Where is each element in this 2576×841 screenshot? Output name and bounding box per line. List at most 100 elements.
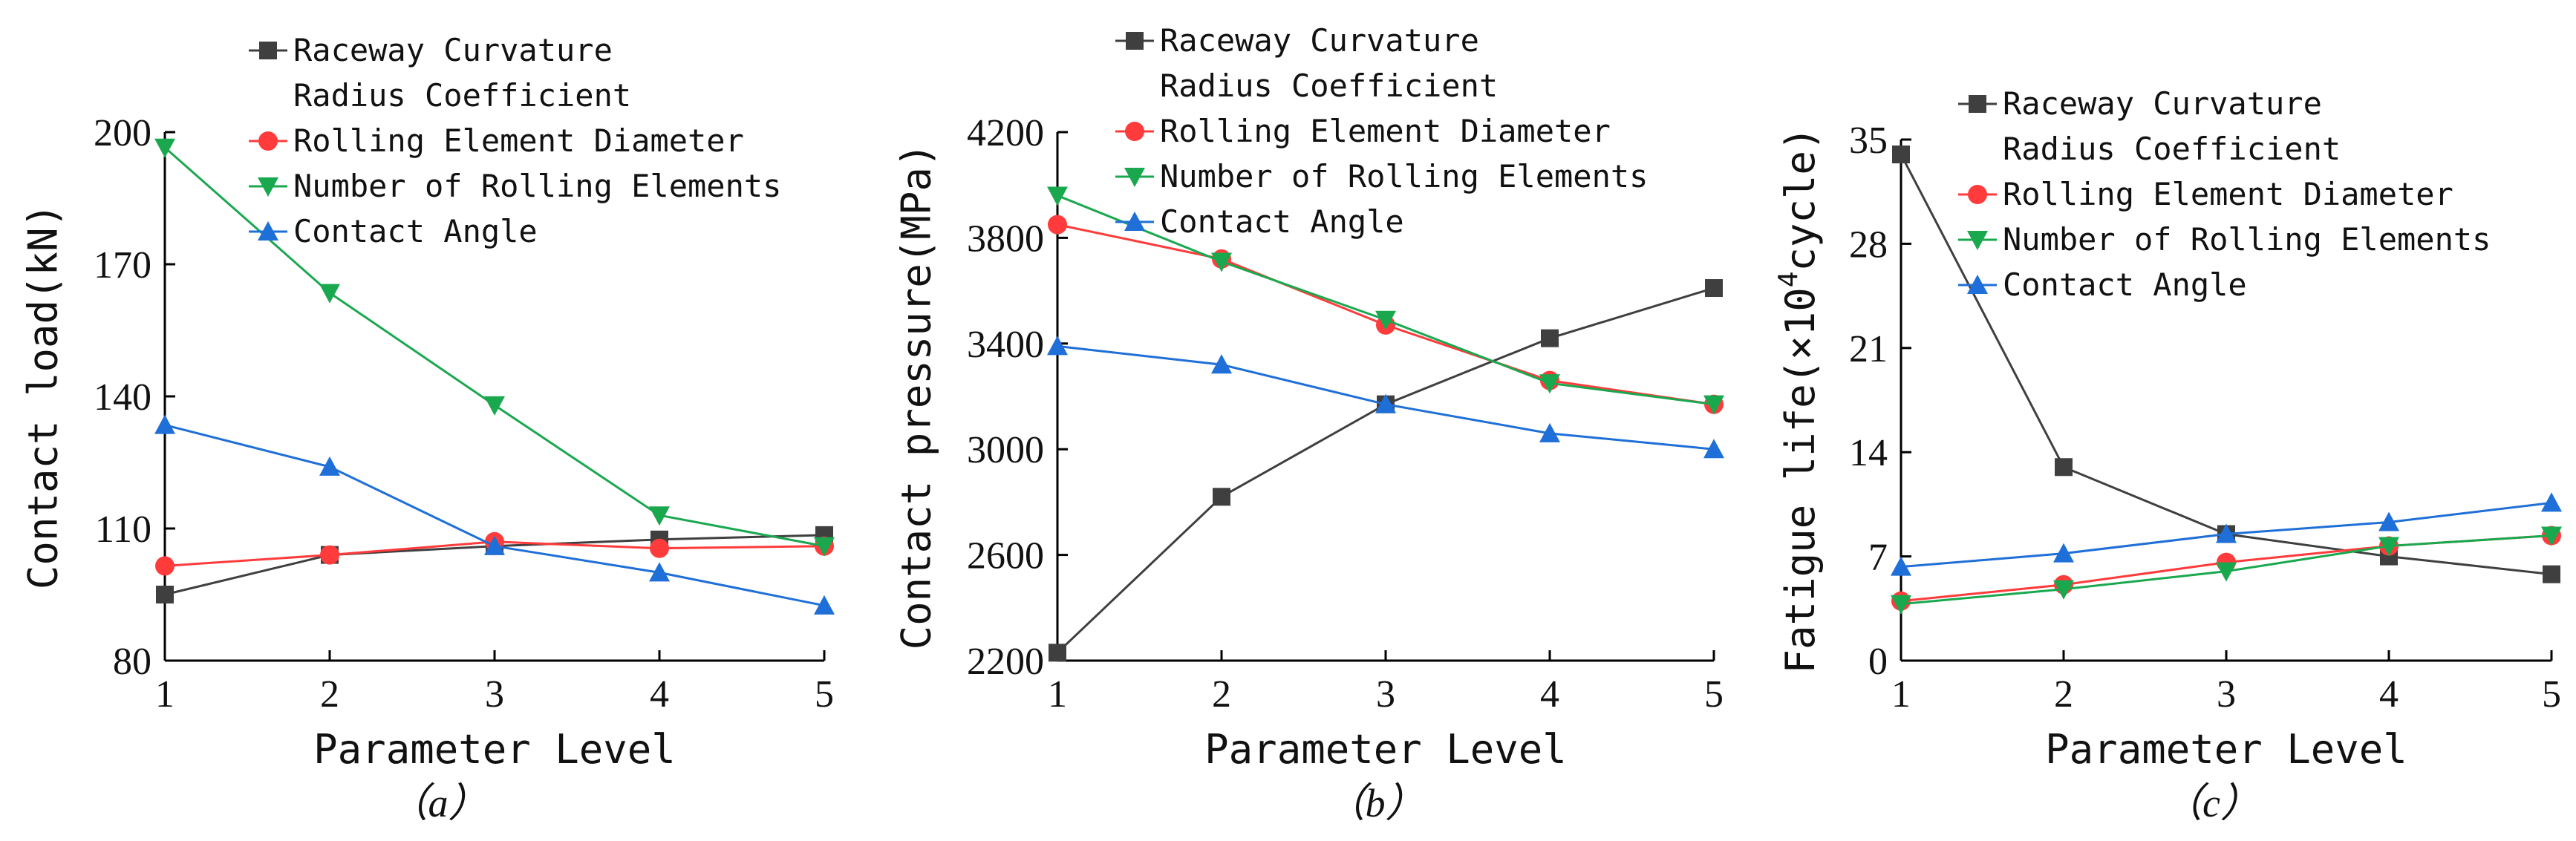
data-point (2053, 580, 2074, 600)
data-point (2541, 492, 2562, 512)
y-tick-label: 28 (1849, 223, 1888, 266)
data-point (484, 396, 505, 416)
legend-marker (1968, 185, 1987, 204)
y-tick-label: 35 (1849, 120, 1888, 162)
legend-item: Raceway Curvature Radius Coefficient (1115, 22, 1498, 104)
data-point (1211, 252, 1232, 272)
chart-panel-3: 1 2 3 4 5 0 7 14 21 28 35 Parameter Level Fatigue li… (1773, 85, 2562, 825)
data-point (1049, 644, 1066, 662)
y-tick-label: 0 (1868, 641, 1888, 683)
legend-marker (258, 221, 278, 240)
series-4 (1047, 336, 1724, 459)
y-tick-label: 2200 (967, 641, 1044, 683)
series-line (1900, 154, 2552, 576)
data-point (2216, 523, 2237, 543)
y-axis-label-prefix: Fatigue life(×10 (1777, 287, 1824, 673)
data-point (2216, 562, 2237, 582)
data-point (155, 556, 175, 576)
series-3 (154, 138, 835, 557)
data-point (1047, 186, 1068, 206)
legend-marker (1124, 212, 1145, 231)
x-axis-label: Parameter Level (313, 726, 676, 773)
y-axis-label: Fatigue life(×104cycle) (1773, 127, 1824, 674)
data-point (2378, 537, 2399, 557)
data-point (1703, 439, 1724, 459)
data-point (484, 535, 505, 555)
data-point (2378, 511, 2399, 531)
data-point (814, 537, 835, 557)
series-1 (1049, 279, 1723, 662)
legend-marker (1967, 231, 1988, 250)
panel-caption: （c） (2162, 781, 2260, 825)
legend-item: Number of Rolling Elements (249, 168, 781, 204)
y-tick-label: 3400 (967, 324, 1044, 366)
data-point (2053, 543, 2074, 563)
legend-marker (1125, 122, 1144, 141)
data-point (156, 586, 174, 603)
data-point (1539, 374, 1560, 394)
legend-label: Number of Rolling Elements (2003, 221, 2491, 258)
legend-marker (1967, 275, 1988, 294)
data-point (1892, 145, 1910, 164)
legend-item: Rolling Element Diameter (249, 122, 744, 159)
legend-marker (1124, 168, 1145, 187)
x-tick-label: 1 (1891, 673, 1911, 716)
data-point (1891, 556, 1911, 576)
panel-caption: （a） (388, 781, 489, 825)
x-tick-label: 3 (1376, 673, 1395, 716)
data-point (320, 545, 339, 565)
data-point (814, 595, 835, 615)
series-3 (1047, 186, 1724, 415)
data-point (649, 562, 670, 582)
legend-marker (259, 42, 277, 59)
data-point (1211, 354, 1232, 374)
x-tick-label: 2 (2054, 673, 2073, 716)
chart-panel-1: 1 2 3 4 5 80 110 140 170 200 Parameter Level Contac… (20, 32, 835, 825)
y-axis-label-exponent: 4 (1773, 272, 1804, 288)
x-tick-label: 4 (2379, 673, 2399, 716)
legend-label: Number of Rolling Elements (293, 168, 781, 204)
data-point (1048, 215, 1067, 235)
x-tick-label: 4 (650, 673, 669, 716)
y-tick-label: 14 (1849, 432, 1888, 474)
legend-item: Rolling Element Diameter (1958, 176, 2453, 212)
data-point (154, 138, 175, 158)
y-tick-label: 140 (94, 376, 151, 419)
data-point (649, 506, 670, 526)
legend-label: Contact Angle (1160, 203, 1404, 240)
series-line (164, 146, 825, 548)
legend-label: Radius Coefficient (2003, 131, 2341, 167)
chart-panel-2: 1 2 3 4 5 2200 2600 3000 3400 3800 4200 Parameter L… (893, 22, 1724, 825)
legend-marker (1126, 32, 1144, 50)
data-point (650, 538, 669, 558)
data-point (1375, 393, 1396, 413)
legend: Raceway Curvature Radius Coefficient Rolli… (249, 32, 781, 249)
data-point (1703, 395, 1724, 415)
series-line (164, 424, 825, 607)
legend: Raceway Curvature Radius Coefficient Rolli… (1958, 85, 2491, 303)
y-tick-label: 3000 (967, 429, 1044, 471)
series-4 (1891, 492, 2562, 576)
y-tick-label: 110 (95, 508, 151, 551)
panel-caption: （b） (1326, 781, 1426, 825)
legend-label: Contact Angle (293, 213, 538, 249)
legend-item: Raceway Curvature Radius Coefficient (249, 32, 631, 114)
x-tick-label: 5 (815, 673, 834, 716)
legend-label: Number of Rolling Elements (1160, 158, 1648, 194)
data-point (2543, 565, 2560, 583)
y-tick-label: 21 (1849, 328, 1888, 370)
data-point (319, 456, 340, 476)
legend-label: Radius Coefficient (293, 77, 631, 114)
y-axis-label-suffix: cycle) (1777, 127, 1824, 272)
legend-item: Number of Rolling Elements (1958, 221, 2491, 258)
legend-label: Rolling Element Diameter (293, 122, 744, 159)
x-tick-label: 3 (2217, 673, 2236, 716)
data-point (1047, 336, 1068, 356)
y-axis-label: Contact pressure(MPa) (893, 143, 940, 650)
x-axis-label: Parameter Level (2045, 726, 2407, 773)
y-tick-label: 200 (94, 112, 151, 154)
x-tick-label: 5 (2542, 673, 2561, 716)
series-line (1056, 287, 1715, 654)
legend-label: Raceway Curvature (2003, 85, 2322, 122)
